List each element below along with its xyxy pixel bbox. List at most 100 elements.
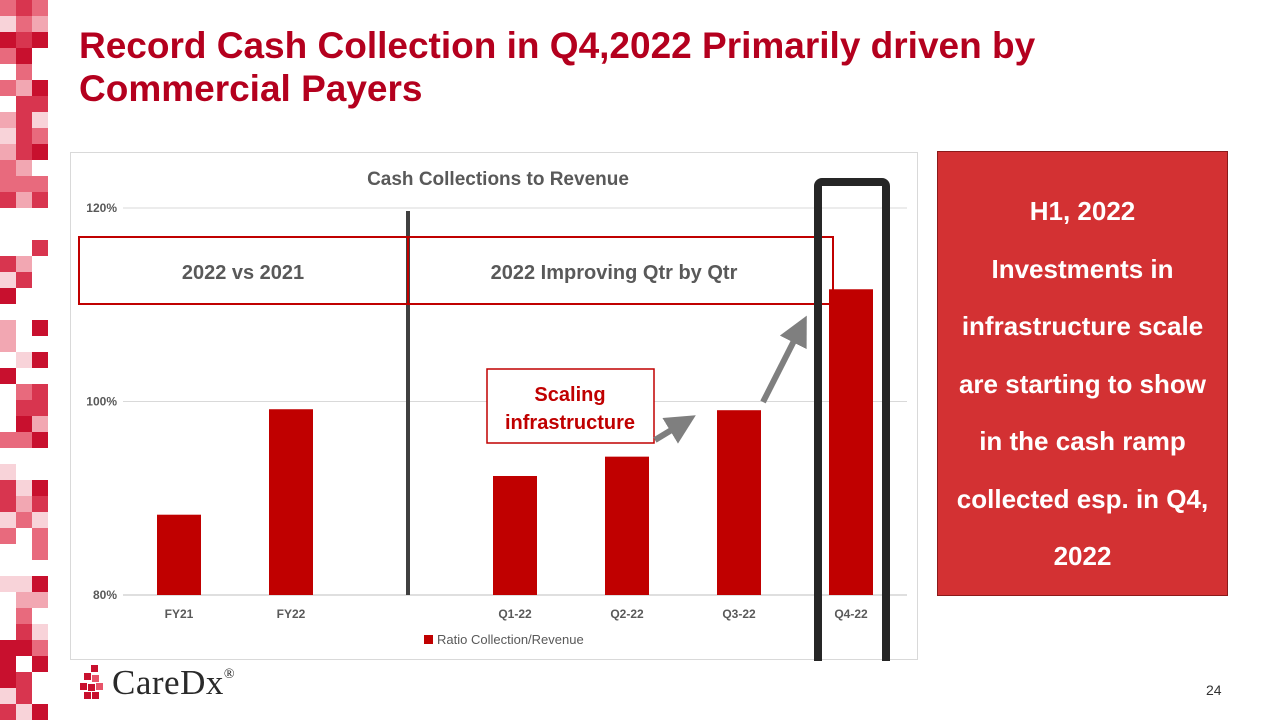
callout-line-1: Scaling xyxy=(534,384,605,406)
mosaic-tile xyxy=(0,576,16,592)
caredx-logo-mark xyxy=(80,665,103,699)
mosaic-tile xyxy=(16,672,32,688)
mosaic-tile xyxy=(0,480,16,496)
decorative-mosaic xyxy=(0,0,48,720)
panel-line: collected esp. in Q4, xyxy=(956,483,1209,514)
panel-line: are starting to show xyxy=(958,368,1207,399)
mosaic-tile xyxy=(16,400,32,416)
mosaic-tile xyxy=(32,144,48,160)
mosaic-tile xyxy=(16,576,32,592)
bar-q3-22 xyxy=(717,410,761,595)
mosaic-tile xyxy=(16,480,32,496)
mosaic-tile xyxy=(32,544,48,560)
mosaic-tile xyxy=(16,144,32,160)
page-title: Record Cash Collection in Q4,2022 Primar… xyxy=(79,25,1036,109)
mosaic-tile xyxy=(16,64,32,80)
mosaic-tile xyxy=(16,416,32,432)
mosaic-tile xyxy=(16,592,32,608)
caredx-logo-text: CareDx® xyxy=(112,663,235,703)
y-tick-label: 100% xyxy=(86,395,117,409)
mosaic-tile xyxy=(32,496,48,512)
mosaic-tile xyxy=(0,144,16,160)
mosaic-tile xyxy=(16,192,32,208)
y-axis-ticks: 80% 100% 120% xyxy=(86,201,117,602)
panel-line: Investments in xyxy=(991,253,1174,284)
mosaic-tile xyxy=(16,176,32,192)
mosaic-tile xyxy=(16,608,32,624)
panel-line: in the cash ramp xyxy=(979,426,1186,456)
mosaic-tile xyxy=(16,128,32,144)
trend-arrow-2 xyxy=(760,315,807,404)
mosaic-tile xyxy=(0,0,16,16)
page-number: 24 xyxy=(1206,682,1222,698)
mosaic-tile xyxy=(0,464,16,480)
mosaic-tile xyxy=(32,128,48,144)
mosaic-tile xyxy=(0,320,16,336)
mosaic-tile xyxy=(0,48,16,64)
mosaic-tile xyxy=(32,96,48,112)
highlight-frame xyxy=(814,178,890,661)
y-tick-label: 80% xyxy=(93,588,117,602)
mosaic-tile xyxy=(32,320,48,336)
mosaic-tile xyxy=(32,704,48,720)
mosaic-tile xyxy=(0,336,16,352)
x-tick-label: Q2-22 xyxy=(610,607,644,621)
mosaic-tile xyxy=(32,16,48,32)
section-label-right: 2022 Improving Qtr by Qtr xyxy=(491,262,738,284)
bars xyxy=(157,289,873,595)
callout-line-2: infrastructure xyxy=(505,412,635,434)
mosaic-tile xyxy=(16,352,32,368)
mosaic-tile xyxy=(16,512,32,528)
mosaic-tile xyxy=(0,128,16,144)
mosaic-tile xyxy=(0,672,16,688)
registered-mark: ® xyxy=(223,667,235,682)
mosaic-tile xyxy=(0,640,16,656)
mosaic-tile xyxy=(0,272,16,288)
mosaic-tile xyxy=(0,16,16,32)
mosaic-tile xyxy=(32,624,48,640)
mosaic-tile xyxy=(32,80,48,96)
legend-label: Ratio Collection/Revenue xyxy=(437,632,584,647)
mosaic-tile xyxy=(32,176,48,192)
mosaic-tile xyxy=(32,480,48,496)
x-tick-label: Q1-22 xyxy=(498,607,532,621)
mosaic-tile xyxy=(16,80,32,96)
bar-fy21 xyxy=(157,514,201,595)
mosaic-tile xyxy=(16,96,32,112)
mosaic-tile xyxy=(32,640,48,656)
trend-arrow-1 xyxy=(653,415,696,444)
mosaic-tile xyxy=(32,0,48,16)
mosaic-tile xyxy=(16,704,32,720)
mosaic-tile xyxy=(32,400,48,416)
bar-q1-22 xyxy=(493,475,537,595)
mosaic-tile xyxy=(16,16,32,32)
x-tick-label: Q4-22 xyxy=(834,607,868,621)
section-label-left: 2022 vs 2021 xyxy=(182,262,304,284)
mosaic-tile xyxy=(16,160,32,176)
legend-swatch xyxy=(424,635,433,644)
panel-line: 2022 xyxy=(1053,541,1112,571)
mosaic-tile xyxy=(16,48,32,64)
callout-box xyxy=(486,368,655,444)
x-tick-label: FY21 xyxy=(165,607,194,621)
mosaic-tile xyxy=(16,272,32,288)
mosaic-tile xyxy=(32,592,48,608)
mosaic-tile xyxy=(0,80,16,96)
mosaic-tile xyxy=(0,32,16,48)
bar-q2-22 xyxy=(605,456,649,595)
mosaic-tile xyxy=(0,512,16,528)
mosaic-tile xyxy=(32,432,48,448)
mosaic-tile xyxy=(32,416,48,432)
mosaic-tile xyxy=(0,528,16,544)
mosaic-tile xyxy=(0,368,16,384)
mosaic-tile xyxy=(32,528,48,544)
mosaic-tile xyxy=(32,576,48,592)
mosaic-tile xyxy=(32,656,48,672)
investment-callout-panel: H1, 2022 Investments in infrastructure s… xyxy=(937,151,1228,596)
mosaic-tile xyxy=(16,496,32,512)
mosaic-tile xyxy=(0,112,16,128)
mosaic-tile xyxy=(32,192,48,208)
mosaic-tile xyxy=(16,624,32,640)
mosaic-tile xyxy=(0,688,16,704)
mosaic-tile xyxy=(16,256,32,272)
